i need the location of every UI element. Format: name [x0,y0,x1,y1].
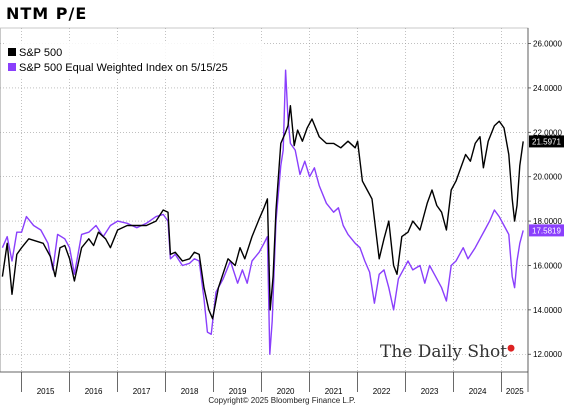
x-tick-label: 2020 [277,387,295,396]
grid [0,27,529,373]
y-tick-label: 14.0000 [533,306,562,315]
chart-title: NTM P/E [6,4,88,23]
y-tick-label: 22.0000 [533,128,562,137]
legend-entry-0: S&P 500 [19,47,62,59]
x-tick-label: 2019 [229,387,247,396]
last-value-labels: 21.5971 17.5819 [529,135,564,237]
x-tick-label: 2016 [85,387,103,396]
series-line-1 [1,69,524,355]
last-value-box-1 [529,224,564,237]
x-tick-label: 2015 [37,387,55,396]
x-tick-label: 2018 [181,387,199,396]
x-tick-label: 2025 [506,387,524,396]
y-tick-label: 18.0000 [533,217,562,226]
series-line-0 [1,104,524,320]
x-tick-label: 2024 [469,387,487,396]
legend-entry-1: S&P 500 Equal Weighted Index on 5/15/25 [19,62,228,74]
watermark: The Daily Shot● [380,342,515,362]
y-axis: 12.0000 14.0000 16.0000 18.0000 20.0000 22.00… [527,28,562,392]
last-value-label-0: 21.5971 [532,137,561,146]
x-tick-label: 2023 [421,387,439,396]
series-lines [1,69,524,355]
y-tick-label: 26.0000 [533,40,562,49]
plot-frame [0,27,529,373]
x-tick-label: 2022 [373,387,391,396]
y-tick-label: 12.0000 [533,350,562,359]
watermark-text: The Daily Shot [380,342,508,362]
last-value-label-1: 17.5819 [532,226,561,235]
legend: S&P 500 S&P 500 Equal Weighted Index on 5… [4,42,262,78]
watermark-dot-icon: ● [507,343,515,354]
legend-swatch-1 [8,63,16,71]
legend-box [4,42,262,78]
y-tick-label: 16.0000 [533,261,562,270]
last-value-box-0 [529,135,564,148]
y-tick-label: 20.0000 [533,173,562,182]
y-tick-label: 24.0000 [533,84,562,93]
copyright: Copyright© 2025 Bloomberg Finance L.P. [208,396,356,405]
x-axis: 2015 2016 2017 2018 2019 2020 2021 2022 2023 2024… [0,371,528,396]
x-tick-label: 2017 [133,387,151,396]
legend-swatch-0 [8,48,16,56]
x-tick-label: 2021 [325,387,343,396]
